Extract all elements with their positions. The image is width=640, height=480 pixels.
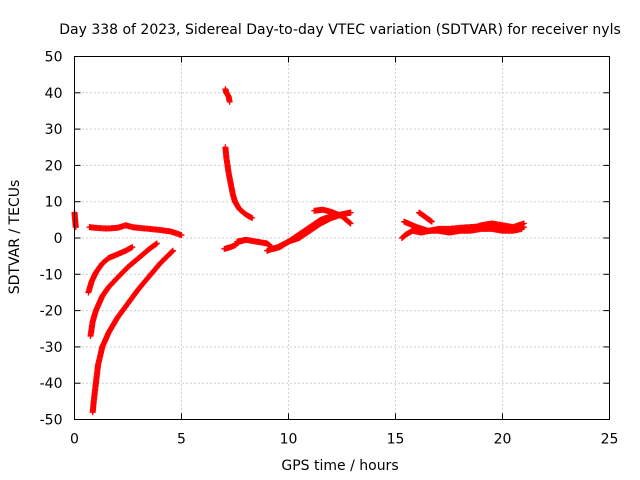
y-tick-label: -40 [40,376,63,392]
series-arc-g [222,144,256,222]
data-point [152,241,159,248]
y-tick-label: -20 [40,304,63,320]
data-point [72,224,79,231]
series-arc-o [446,225,525,236]
data-point [518,225,525,232]
y-tick-label: 50 [45,50,63,66]
x-axis-title: GPS time / hours [281,458,398,474]
tick-labels: 0 5 10 15 20 25 -50 -40 -30 -20 -10 0 10 20 30 40 50 [40,50,619,448]
x-tick-label: 20 [494,432,512,448]
x-tick-label: 0 [70,432,79,448]
data-point [346,219,353,226]
data-point [153,240,160,247]
data-point [178,232,185,239]
x-tick-label: 25 [601,432,619,448]
data-point [169,248,176,255]
x-tick-label: 15 [387,432,405,448]
chart-title: Day 338 of 2023, Sidereal Day-to-day VTE… [59,22,621,38]
grid [74,56,610,420]
series-arc-c [85,244,136,296]
data-point [129,244,136,251]
series-arc-d [87,240,160,340]
y-tick-label: -10 [40,267,63,283]
data-point [428,218,435,225]
x-tick-label: 5 [177,432,186,448]
data-point [520,220,527,227]
y-tick-label: -30 [40,340,63,356]
series-arc-b [86,222,185,239]
y-tick-label: -50 [40,413,63,429]
y-tick-label: 40 [45,86,63,102]
series-arc-j [264,209,354,254]
y-tick-label: 20 [45,158,63,174]
series-arc-e [89,247,176,416]
series-arc-n [416,209,435,225]
data-point [226,98,233,105]
y-tick-label: 0 [54,231,63,247]
data-series [71,86,527,416]
y-tick-label: 10 [45,195,63,211]
x-tick-label: 10 [280,432,298,448]
series-arc-f [222,86,233,105]
plot-frame [74,56,610,420]
y-axis-title: SDTVAR / TECUs [7,180,23,295]
data-point [347,209,354,216]
series-arc-k [311,206,354,227]
data-point [249,215,256,222]
y-tick-label: 30 [45,122,63,138]
data-point [347,220,354,227]
data-point [169,247,176,254]
